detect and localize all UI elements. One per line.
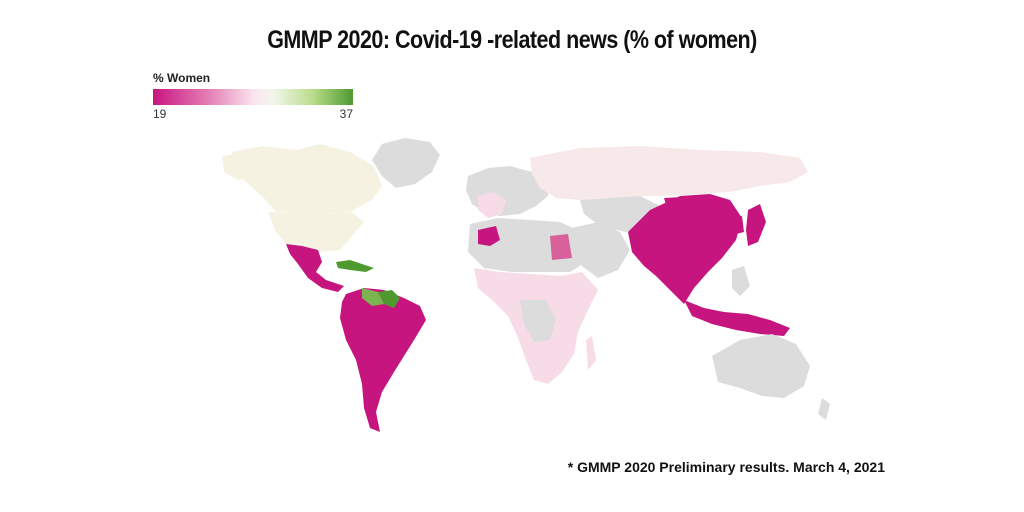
region-caribbean[interactable] (336, 260, 374, 272)
region-venezuela[interactable] (362, 288, 384, 306)
region-mexico[interactable] (286, 244, 344, 292)
region-usa[interactable] (268, 212, 364, 252)
region-greenland[interactable] (372, 138, 440, 188)
region-australia[interactable] (712, 334, 810, 398)
source-footnote: * GMMP 2020 Preliminary results. March 4… (567, 459, 885, 475)
region-egypt[interactable] (550, 234, 572, 260)
region-korea[interactable] (734, 216, 744, 234)
region-central-africa-nodata[interactable] (520, 300, 556, 342)
legend-min-label: 19 (153, 107, 167, 121)
region-japan[interactable] (746, 204, 766, 246)
region-south-america[interactable] (340, 288, 426, 432)
region-madagascar[interactable] (586, 336, 596, 370)
region-middle-east[interactable] (572, 222, 630, 278)
region-guianas[interactable] (378, 290, 400, 308)
legend-title: % Women (153, 71, 211, 85)
region-western-europe[interactable] (478, 192, 506, 218)
region-philippines[interactable] (732, 266, 750, 296)
color-legend: % Women 19 37 (153, 71, 353, 121)
region-asia-main[interactable] (628, 194, 742, 304)
legend-max-label: 37 (339, 107, 353, 121)
region-mongolia[interactable] (664, 196, 712, 214)
region-morocco[interactable] (478, 226, 500, 246)
legend-color-scale (153, 89, 353, 105)
region-canada[interactable] (232, 144, 382, 214)
region-russia[interactable] (530, 146, 808, 200)
region-indonesia[interactable] (684, 300, 790, 336)
map-title: GMMP 2020: Covid-19 -related news (% of … (267, 26, 757, 54)
region-alaska[interactable] (222, 152, 262, 180)
region-new-zealand[interactable] (818, 398, 830, 420)
